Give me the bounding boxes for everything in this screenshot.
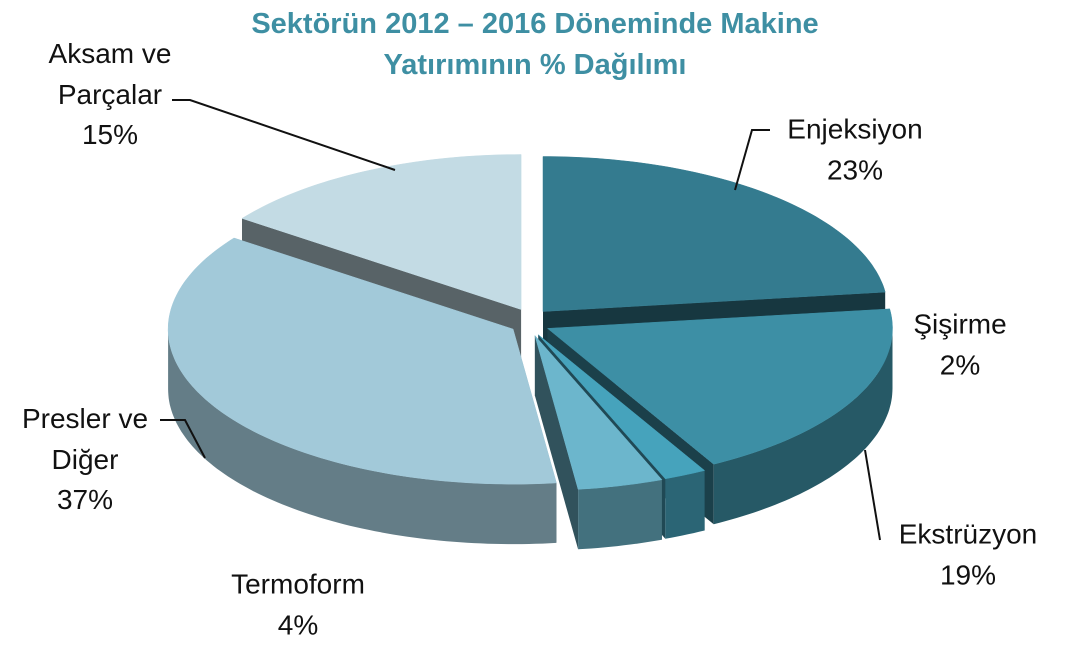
category-label: Enjeksiyon	[787, 113, 923, 145]
category-label: Presler ve Diğer	[21, 403, 149, 475]
data-label: Termoform 4%	[231, 564, 365, 645]
value-label: 19%	[939, 559, 997, 590]
value-label: 15%	[81, 119, 139, 151]
value-label: 2%	[939, 349, 981, 380]
slice-top	[542, 156, 886, 312]
category-label: Şişirme	[913, 308, 1007, 340]
data-label: Şişirme 2%	[913, 304, 1006, 385]
slice-top	[534, 335, 663, 490]
value-label: 4%	[277, 609, 319, 640]
data-label: Presler ve Diğer 37%	[0, 399, 170, 521]
data-label: Enjeksiyon 23%	[787, 109, 922, 190]
value-label: 23%	[826, 154, 884, 185]
slice-side	[578, 479, 662, 550]
slice-edge	[534, 335, 579, 550]
data-label: Aksam ve Parçalar 15%	[25, 34, 195, 156]
chart-title: Sektörün 2012 – 2016 Döneminde Makine Ya…	[251, 8, 819, 81]
category-label: Ekstrüzyon	[898, 518, 1038, 550]
slice-top	[241, 154, 522, 310]
slice	[167, 237, 557, 545]
slice-top	[167, 237, 557, 485]
slice	[534, 335, 663, 550]
value-label: 37%	[56, 484, 114, 516]
slice-side	[713, 328, 893, 525]
slice-side	[665, 470, 705, 539]
slice-top	[546, 308, 893, 465]
leader-line	[172, 99, 396, 171]
data-label: Ekstrüzyon 19%	[899, 514, 1038, 595]
leader-line	[864, 449, 881, 541]
leader-line	[734, 129, 770, 191]
category-label: Aksam ve Parçalar	[48, 38, 172, 110]
slice-side	[168, 329, 557, 545]
category-label: Termoform	[231, 568, 365, 600]
leader-line	[160, 419, 206, 459]
slice-top	[538, 334, 706, 480]
